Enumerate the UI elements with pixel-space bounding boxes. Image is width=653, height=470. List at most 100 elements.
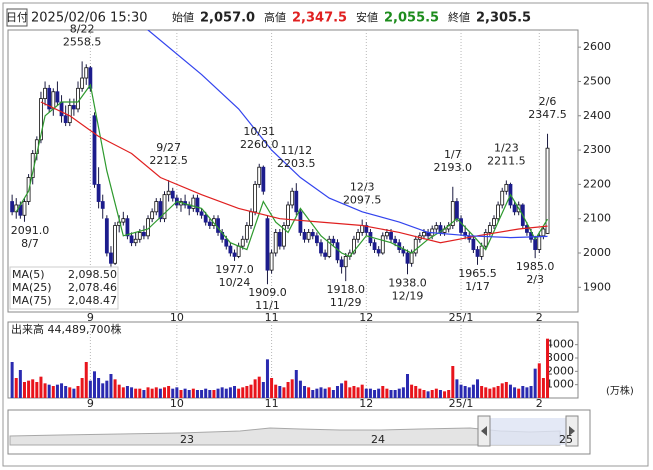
navigator-window[interactable] [490,418,566,445]
navigator-label: 25 [559,433,573,446]
volume-bar [426,391,430,398]
candle-body [364,225,369,233]
candle-body [343,256,348,268]
candle-body [80,77,85,89]
candle-body [265,218,270,271]
volume-bar [216,388,220,398]
candle-body [541,228,546,237]
volume-bar [212,390,216,398]
candle-body [525,225,529,233]
candle-body [76,87,80,110]
candle-body [232,252,237,257]
candle-body [339,259,344,268]
navigator-label: 23 [180,433,194,446]
volume-bar [418,388,422,398]
volume-bar [47,384,51,398]
annotation-date: 8/22 [70,22,95,35]
annotation-value: 2193.0 [434,161,473,174]
candle-body [434,225,439,230]
candle-body [413,238,418,254]
high-label: 高値 [264,10,286,24]
volume-bar [377,388,381,398]
volume-bar [315,388,319,398]
volume-bar [138,388,142,398]
legend-value: 2,048.47 [68,294,117,307]
volume-bar [14,378,18,398]
x-tick-label: 12 [359,397,373,410]
annotation-value: 1965.5 [458,267,497,280]
x-tick-label: 10 [170,311,184,324]
volume-bar [471,384,475,398]
volume-bar [121,387,125,398]
annotation-value: 1918.0 [326,283,365,296]
volume-bar [521,386,525,398]
candle-body [59,101,64,117]
volume-bar [438,390,442,398]
overlay: 1900 2000 2100 2200 2300 2400 2500 2600 9 10 11 12 2… [9,22,634,410]
y-tick-label: 2600 [583,40,611,53]
close-value: 2,305.5 [476,11,531,26]
candle-body [125,218,130,237]
candle-body [450,201,455,226]
candle-body [150,211,155,220]
volume-bar [476,379,480,398]
y-tick-label: 1000 [546,378,574,391]
candle-body [455,201,459,220]
volume-bar [496,386,500,398]
candle-body [154,201,159,213]
candle-body [314,235,319,244]
volume-bar [451,366,455,398]
candle-body [459,218,463,233]
volume-unit: (万株) [606,384,634,397]
candle-body [203,214,208,223]
candle-body [88,67,93,89]
date: 2025/02/06 15:30 [31,11,148,26]
date-label: 日付 [6,11,28,24]
candle-body [504,183,509,192]
candle-body [277,232,282,247]
volume-bar [249,384,253,398]
high-value: 2,347.5 [292,11,347,26]
volume-bar [51,386,55,398]
candle-body [67,105,72,124]
y-tick-label: 2000 [546,364,574,377]
volume-bar [175,387,179,398]
x-tick-label: 25/1 [449,311,474,324]
volume-bar [27,380,31,398]
volume-bar [253,379,257,398]
volume-bar [22,382,26,398]
candle-body [269,252,274,271]
candle-body [142,232,146,237]
volume-bar [311,390,315,398]
volume-bar [158,388,162,398]
volume-bar [373,390,377,398]
volume-bar [348,387,352,398]
annotation-value: 2260.0 [240,138,279,151]
volume-bar [241,387,245,398]
volume-bar [385,388,389,398]
candle-body [228,245,233,254]
y-tick-label: 2100 [583,212,611,225]
volume-bar [508,384,512,398]
candle-body [483,232,488,247]
candle-body [496,204,501,220]
y-tick-label: 2300 [583,143,611,156]
volume-bar [179,390,183,398]
candle-body [244,225,249,240]
candle-body [306,232,311,240]
volume-bar [504,382,508,398]
volume-bar [257,376,261,398]
volume-bar [204,388,208,398]
volume-bar [117,384,121,398]
open-label: 始値 [172,10,194,24]
annotation-date: 2/3 [526,273,544,286]
volume-bar [537,363,541,398]
annotation-date: 8/7 [21,237,39,250]
volume-bar [282,387,286,398]
volume-bar [150,388,154,398]
annotation-date: 10/24 [219,276,251,289]
volume-bar [171,388,175,398]
legend-value: 2,098.50 [68,268,117,281]
volume-bar [500,383,504,398]
volume-bar [434,388,438,398]
